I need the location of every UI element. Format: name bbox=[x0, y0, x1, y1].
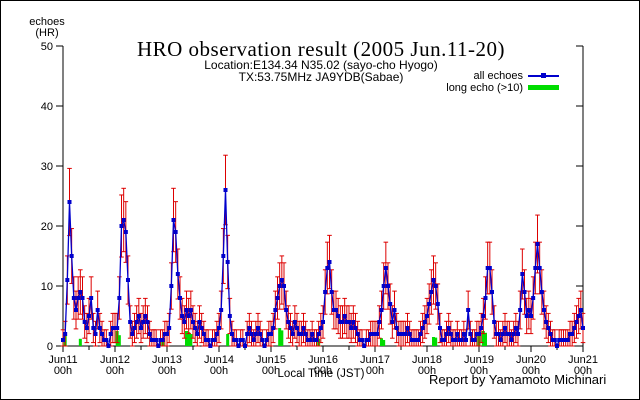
report-credit: Report by Yamamoto Michinari bbox=[429, 372, 607, 387]
svg-text:00h: 00h bbox=[158, 365, 176, 377]
blue-square-marker-icon bbox=[541, 73, 546, 78]
svg-text:00h: 00h bbox=[522, 365, 540, 377]
svg-text:0: 0 bbox=[47, 341, 53, 353]
green-bar-icon bbox=[528, 85, 559, 90]
svg-text:00h: 00h bbox=[210, 365, 228, 377]
long-echo-bar-swatch bbox=[528, 82, 559, 93]
svg-text:00h: 00h bbox=[366, 365, 384, 377]
svg-text:50: 50 bbox=[41, 41, 53, 53]
svg-text:Jun14: Jun14 bbox=[204, 354, 234, 366]
svg-text:00h: 00h bbox=[314, 365, 332, 377]
chart-title: HRO observation result (2005 Jun.11-20) bbox=[136, 37, 506, 61]
svg-text:00h: 00h bbox=[262, 365, 280, 377]
svg-text:20: 20 bbox=[41, 221, 53, 233]
svg-text:Jun12: Jun12 bbox=[100, 354, 130, 366]
all-echoes-markers bbox=[61, 188, 585, 348]
svg-text:Jun17: Jun17 bbox=[360, 354, 390, 366]
all-echoes-line-swatch bbox=[528, 70, 559, 81]
x-tick-labels: Jun1100hJun1200hJun1300hJun1400hJun1500h… bbox=[48, 354, 598, 377]
x-ticks bbox=[62, 346, 584, 352]
svg-text:Jun15: Jun15 bbox=[256, 354, 286, 366]
chart-subtitle-location: Location:E134.34 N35.02 (sayo-cho Hyogo) bbox=[204, 58, 438, 72]
svg-text:40: 40 bbox=[41, 101, 53, 113]
svg-text:Jun18: Jun18 bbox=[412, 354, 442, 366]
legend-long-echo-label: long echo (>10) bbox=[446, 81, 523, 94]
legend-all-echoes-label: all echoes bbox=[473, 69, 523, 82]
legend-item-all-echoes: all echoes bbox=[374, 69, 559, 82]
chart-subtitle-tx: TX:53.75MHz JA9YDB(Sabae) bbox=[238, 70, 404, 84]
svg-text:Jun19: Jun19 bbox=[464, 354, 494, 366]
svg-text:00h: 00h bbox=[470, 365, 488, 377]
svg-text:00h: 00h bbox=[106, 365, 124, 377]
svg-text:Jun16: Jun16 bbox=[308, 354, 338, 366]
svg-text:Jun20: Jun20 bbox=[516, 354, 546, 366]
svg-text:Jun11: Jun11 bbox=[48, 354, 77, 366]
y-axis-unit-line1: echoes bbox=[29, 16, 65, 28]
svg-text:00h: 00h bbox=[418, 365, 436, 377]
y-axis-unit-line2: (HR) bbox=[35, 27, 59, 39]
x-axis-label: Local Time (JST) bbox=[277, 368, 365, 380]
svg-text:00h: 00h bbox=[54, 365, 72, 377]
svg-text:10: 10 bbox=[41, 281, 53, 293]
legend: all echoes long echo (>10) bbox=[374, 70, 559, 94]
legend-item-long-echo: long echo (>10) bbox=[374, 81, 559, 94]
y-axis-unit-label: echoes (HR) bbox=[26, 17, 68, 39]
svg-text:30: 30 bbox=[41, 161, 53, 173]
long-echo-bars bbox=[63, 328, 487, 346]
svg-text:00h: 00h bbox=[574, 365, 592, 377]
y-tick-labels: 0 10 20 30 40 50 bbox=[41, 41, 53, 353]
svg-text:Jun13: Jun13 bbox=[152, 354, 182, 366]
svg-text:Jun21: Jun21 bbox=[568, 354, 598, 366]
